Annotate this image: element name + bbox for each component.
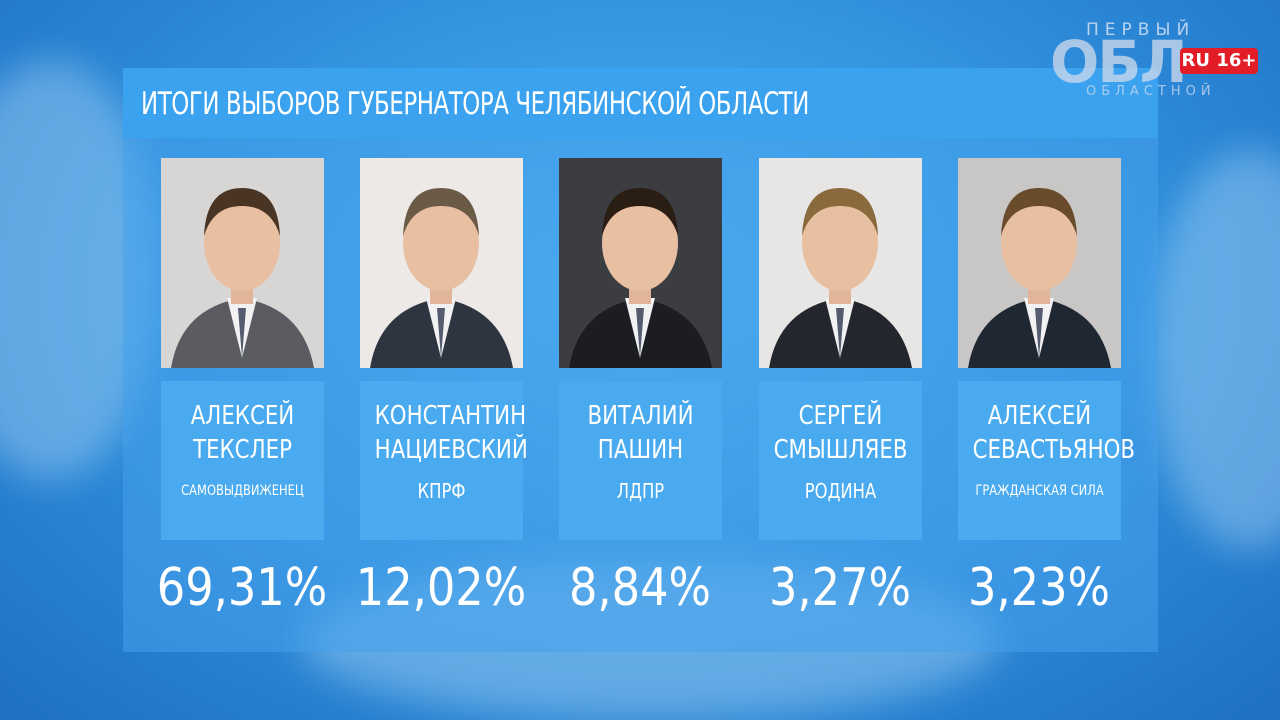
candidate-card: АЛЕКСЕЙ ТЕКСЛЕР САМОВЫДВИЖЕНЕЦ (161, 381, 324, 540)
first-name: КОНСТАНТИН (374, 401, 527, 431)
party: КПРФ (417, 479, 466, 503)
candidate-photo (559, 158, 722, 368)
party: ЛДПР (616, 479, 665, 503)
candidate-card: ВИТАЛИЙ ПАШИН ЛДПР (559, 381, 722, 540)
candidate-photo (360, 158, 523, 368)
result-percent: 8,84% (568, 558, 712, 618)
portrait (968, 188, 1111, 368)
logo-top: ПЕРВЫЙ (1086, 20, 1196, 40)
candidate-card: АЛЕКСЕЙ СЕВАСТЬЯНОВ ГРАЖДАНСКАЯ СИЛА (958, 381, 1136, 540)
logo-badge: RU 16+ (1180, 48, 1258, 74)
logo-bottom: ОБЛАСТНОЙ (1086, 84, 1216, 99)
portrait (769, 188, 912, 368)
candidate-photo (958, 158, 1121, 368)
last-name: ТЕКСЛЕР (193, 435, 292, 465)
result-percent: 3,27% (768, 558, 912, 618)
portrait (569, 188, 712, 368)
first-name: АЛЕКСЕЙ (987, 401, 1092, 431)
background-cloud (1150, 150, 1280, 550)
candidate-photo (161, 158, 324, 368)
portrait (171, 188, 314, 368)
logo-big: ОБЛ (1050, 28, 1188, 96)
first-name: ВИТАЛИЙ (587, 401, 694, 431)
last-name: СЕВАСТЬЯНОВ (972, 435, 1136, 465)
first-name: АЛЕКСЕЙ (190, 401, 295, 431)
title: ИТОГИ ВЫБОРОВ ГУБЕРНАТОРА ЧЕЛЯБИНСКОЙ ОБ… (141, 86, 809, 122)
party: РОДИНА (804, 479, 877, 503)
result-percent: 12,02% (355, 558, 527, 618)
title-bar: ИТОГИ ВЫБОРОВ ГУБЕРНАТОРА ЧЕЛЯБИНСКОЙ ОБ… (123, 68, 1158, 138)
result-percent: 3,23% (967, 558, 1111, 618)
age-rating: 16+ (1216, 50, 1257, 71)
party: ГРАЖДАНСКАЯ СИЛА (975, 483, 1104, 499)
party: САМОВЫДВИЖЕНЕЦ (181, 483, 304, 499)
last-name: ПАШИН (597, 435, 684, 465)
portrait (370, 188, 513, 368)
last-name: НАЦИЕВСКИЙ (374, 435, 528, 465)
result-percent: 69,31% (156, 558, 328, 618)
candidate-card: КОНСТАНТИН НАЦИЕВСКИЙ КПРФ (360, 381, 528, 540)
first-name: СЕРГЕЙ (798, 401, 883, 431)
last-name: СМЫШЛЯЕВ (773, 435, 908, 465)
candidate-card: СЕРГЕЙ СМЫШЛЯЕВ РОДИНА (759, 381, 922, 540)
logo-domain: RU (1181, 50, 1211, 71)
channel-logo: ОБЛ ПЕРВЫЙ ОБЛАСТНОЙ RU 16+ (1050, 18, 1270, 108)
candidate-photo (759, 158, 922, 368)
